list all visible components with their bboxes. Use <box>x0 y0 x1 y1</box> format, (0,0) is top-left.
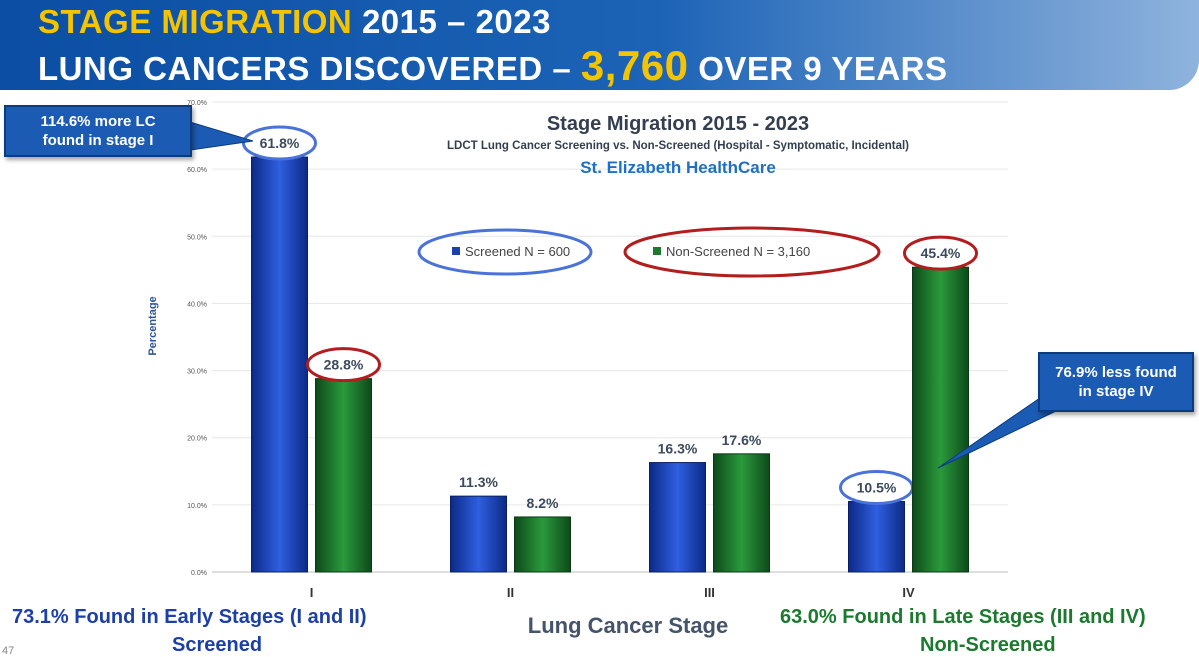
data-label: 17.6% <box>722 432 762 448</box>
bar-screened-III <box>649 462 706 573</box>
y-tick-label: 20.0% <box>187 436 207 443</box>
value-label-ellipse <box>242 125 317 161</box>
bars: 61.8% 28.8% 11.3% 8.2% 16.3% 17.6% 10.5% 45.4% <box>242 125 978 573</box>
footer-right-line-2: Non-Screened <box>920 634 1056 656</box>
data-label: 45.4% <box>921 245 961 261</box>
value-label-ellipse <box>306 347 381 383</box>
data-label: 61.8% <box>260 135 300 151</box>
chart-source: St. Elizabeth HealthCare <box>580 158 776 177</box>
y-tick-label: 40.0% <box>187 301 207 308</box>
header-line-2: LUNG CANCERS DISCOVERED – 3,760 OVER 9 Y… <box>38 42 948 90</box>
chart-legend: Screened N = 600 Non-Screened N = 3,160 <box>417 226 881 278</box>
slide-number: 47 <box>2 645 15 657</box>
y-tick-label: 50.0% <box>187 234 207 241</box>
chart-title: Stage Migration 2015 - 2023 <box>547 113 809 135</box>
bar-screened-II <box>450 495 507 573</box>
right-callout-line-2: in stage IV <box>1078 383 1154 400</box>
data-label: 28.8% <box>324 357 364 373</box>
y-tick-label: 0.0% <box>191 570 207 577</box>
bar-screened-IV <box>848 501 905 573</box>
x-axis-title: Lung Cancer Stage <box>528 613 728 638</box>
data-label: 10.5% <box>857 480 897 496</box>
legend-screened-ellipse <box>417 228 593 276</box>
x-tick-label: III <box>704 585 715 600</box>
x-axis-ticks: I II III IV <box>310 585 915 600</box>
right-callout: 76.9% less found in stage IV <box>1038 352 1194 412</box>
footer-left-line-2: Screened <box>172 634 263 656</box>
right-callout-line-1: 76.9% less found <box>1055 364 1177 381</box>
left-callout-line-1: 114.6% more LC <box>40 113 156 130</box>
header-highlight: STAGE MIGRATION <box>38 3 353 40</box>
y-axis-ticks: 0.0% 10.0% 20.0% 30.0% 40.0% 50.0% 60.0% 70.0% <box>187 100 207 577</box>
footer-right-line-1: 63.0% Found in Late Stages (III and IV) <box>780 606 1146 628</box>
data-label: 16.3% <box>658 441 698 457</box>
header-suffix: OVER 9 YEARS <box>698 50 948 87</box>
x-tick-label: I <box>310 585 314 600</box>
bar-nonscreened-I <box>315 378 372 573</box>
x-tick-label: II <box>507 585 514 600</box>
legend-nonscreened-ellipse <box>623 226 881 278</box>
header-banner: STAGE MIGRATION 2015 – 2023 LUNG CANCERS… <box>0 0 1199 90</box>
bar-nonscreened-IV <box>912 266 969 573</box>
value-label-ellipse <box>903 235 978 271</box>
legend-nonscreened-label: Non-Screened N = 3,160 <box>666 244 810 259</box>
left-callout-line-2: found in stage I <box>42 132 154 149</box>
y-tick-label: 10.0% <box>187 503 207 510</box>
header-line-1: STAGE MIGRATION 2015 – 2023 <box>38 3 551 41</box>
legend-screened-swatch <box>452 247 460 255</box>
bar-nonscreened-II <box>514 516 571 573</box>
legend-screened-label: Screened N = 600 <box>465 244 570 259</box>
header-prefix: LUNG CANCERS DISCOVERED – <box>38 50 572 87</box>
header-total-count: 3,760 <box>580 42 689 89</box>
y-tick-label: 60.0% <box>187 167 207 174</box>
bar-nonscreened-III <box>713 453 770 573</box>
bar-screened-I <box>251 156 308 573</box>
footer-left-line-1: 73.1% Found in Early Stages (I and II) <box>12 606 367 628</box>
data-label: 8.2% <box>527 495 559 511</box>
y-tick-label: 70.0% <box>187 100 207 107</box>
y-tick-label: 30.0% <box>187 369 207 376</box>
x-tick-label: IV <box>902 585 915 600</box>
chart-subtitle: LDCT Lung Cancer Screening vs. Non-Scree… <box>447 140 909 152</box>
left-callout: 114.6% more LC found in stage I <box>4 105 192 157</box>
legend-nonscreened-swatch <box>653 247 661 255</box>
header-years: 2015 – 2023 <box>361 3 551 40</box>
data-label: 11.3% <box>459 474 498 490</box>
y-axis-title: Percentage <box>147 296 159 355</box>
